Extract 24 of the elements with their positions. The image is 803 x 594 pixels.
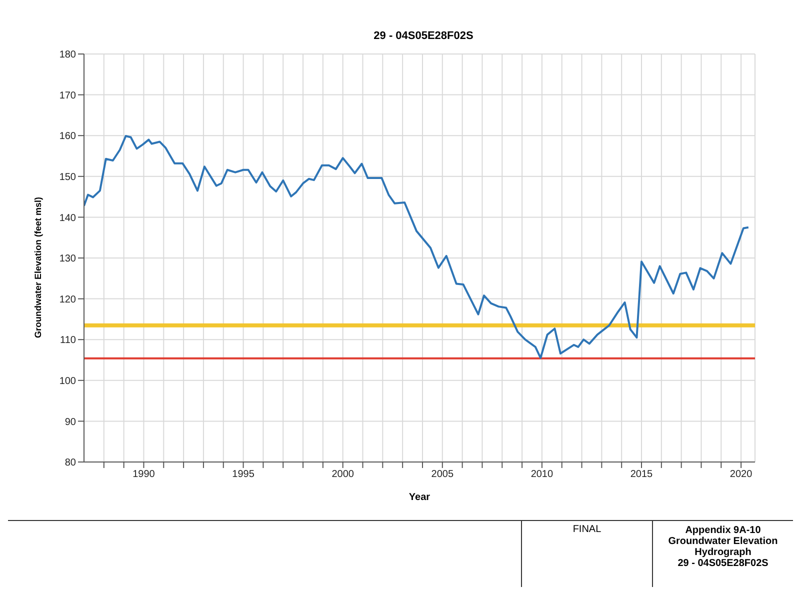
chart-title: 29 - 04S05E28F02S <box>372 30 474 42</box>
x-tick-label: 2005 <box>431 469 454 480</box>
y-tick-label: 150 <box>59 172 76 183</box>
x-tick-label: 2015 <box>630 469 654 480</box>
y-tick-label: 170 <box>59 90 76 102</box>
x-tick-label: 2010 <box>530 469 554 480</box>
y-tick-label: 90 <box>64 416 76 428</box>
line-series <box>84 135 750 359</box>
x-tick-label: 1990 <box>132 469 156 480</box>
text: FINAL <box>521 521 652 587</box>
x-axis-title: Year <box>408 492 430 503</box>
x-tick-label: 2000 <box>332 469 354 480</box>
y-tick-label: 100 <box>59 376 76 387</box>
x-tick-label: 1995 <box>232 469 255 480</box>
y-axis-title: Groundwater Elevation (feet msl) <box>33 196 44 338</box>
y-tick-label: 180 <box>59 50 76 61</box>
y-tick-label: 160 <box>59 131 76 142</box>
y-tick-label: 130 <box>59 254 76 265</box>
x-tick-label: 2020 <box>730 469 753 480</box>
y-tick-label: 120 <box>59 294 76 306</box>
y-tick-label: 80 <box>64 458 76 469</box>
y-tick-label: 140 <box>59 212 76 224</box>
y-tick-label: 110 <box>60 335 76 346</box>
text: Appendix 9A-10 Groundwater Elevation Hydrograph 29 - 04S05E28F02S <box>652 521 793 587</box>
